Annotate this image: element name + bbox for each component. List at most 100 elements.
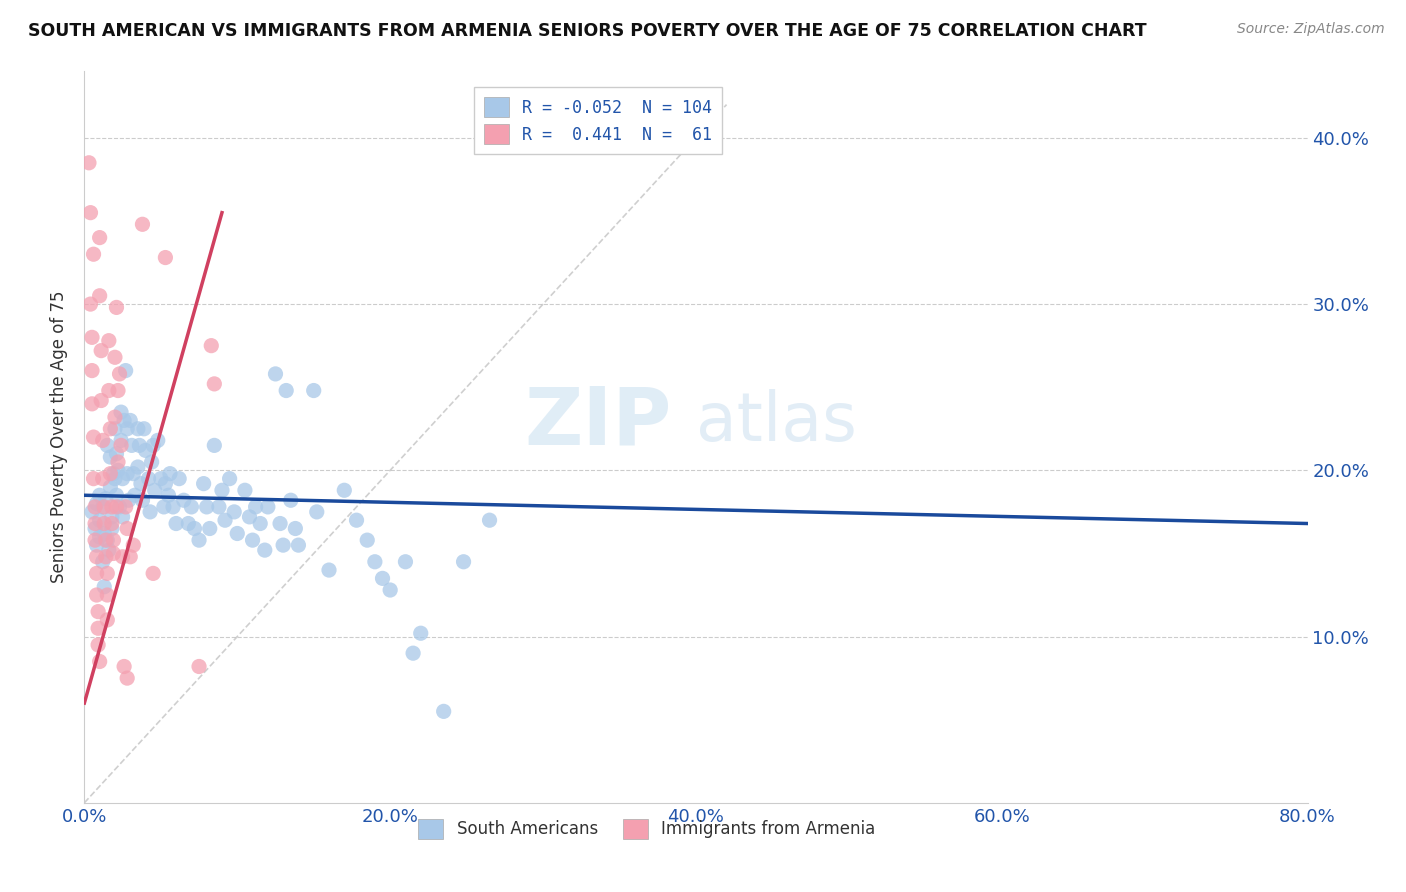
Point xyxy=(104,472,127,486)
Point xyxy=(302,384,325,398)
Point xyxy=(120,549,142,564)
Point xyxy=(112,659,135,673)
Text: ZIP: ZIP xyxy=(524,384,672,461)
Point xyxy=(202,438,225,452)
Point xyxy=(87,638,110,652)
Point xyxy=(198,521,221,535)
Point xyxy=(97,334,120,348)
Point xyxy=(211,483,233,498)
Point xyxy=(180,500,202,514)
Point xyxy=(90,343,112,358)
Point xyxy=(89,289,111,303)
Point xyxy=(162,500,184,514)
Point xyxy=(346,513,368,527)
Point xyxy=(98,422,121,436)
Point xyxy=(90,393,112,408)
Point xyxy=(98,467,121,481)
Point xyxy=(121,438,143,452)
Point xyxy=(129,476,152,491)
Point xyxy=(91,434,114,448)
Point xyxy=(173,493,195,508)
Text: Source: ZipAtlas.com: Source: ZipAtlas.com xyxy=(1237,22,1385,37)
Point xyxy=(89,488,111,502)
Point xyxy=(120,413,142,427)
Point xyxy=(93,500,115,514)
Point xyxy=(93,526,115,541)
Point xyxy=(108,500,131,514)
Point xyxy=(80,363,103,377)
Point xyxy=(264,367,287,381)
Text: atlas: atlas xyxy=(696,390,856,456)
Point xyxy=(94,533,117,548)
Point xyxy=(276,384,298,398)
Point xyxy=(104,422,127,436)
Point xyxy=(188,659,211,673)
Point xyxy=(356,533,378,548)
Point xyxy=(271,538,294,552)
Point xyxy=(257,500,280,514)
Point xyxy=(453,555,475,569)
Point xyxy=(89,230,111,244)
Point xyxy=(305,505,328,519)
Point xyxy=(97,384,120,398)
Point xyxy=(127,460,149,475)
Point xyxy=(371,571,394,585)
Point xyxy=(110,434,132,448)
Point xyxy=(142,566,165,581)
Point xyxy=(269,516,291,531)
Point xyxy=(93,516,115,531)
Point xyxy=(105,500,128,514)
Point xyxy=(127,422,149,436)
Point xyxy=(433,705,456,719)
Point xyxy=(233,483,256,498)
Point xyxy=(238,509,260,524)
Point xyxy=(108,367,131,381)
Point xyxy=(128,438,150,452)
Point xyxy=(91,555,114,569)
Point xyxy=(111,472,134,486)
Point xyxy=(84,516,107,531)
Point xyxy=(131,217,153,231)
Point xyxy=(105,447,128,461)
Point xyxy=(89,513,111,527)
Point xyxy=(208,500,231,514)
Point xyxy=(242,533,264,548)
Point xyxy=(110,405,132,419)
Point xyxy=(167,472,190,486)
Point xyxy=(149,472,172,486)
Point xyxy=(79,205,101,219)
Point xyxy=(111,509,134,524)
Point xyxy=(86,566,108,581)
Point xyxy=(107,384,129,398)
Point xyxy=(333,483,356,498)
Point xyxy=(97,543,120,558)
Point xyxy=(86,497,108,511)
Point xyxy=(478,513,501,527)
Point xyxy=(214,513,236,527)
Point xyxy=(93,580,115,594)
Point xyxy=(86,538,108,552)
Point xyxy=(96,588,118,602)
Point xyxy=(86,588,108,602)
Point xyxy=(84,533,107,548)
Point xyxy=(104,410,127,425)
Point xyxy=(402,646,425,660)
Point xyxy=(103,546,125,560)
Point xyxy=(218,472,240,486)
Point xyxy=(115,671,138,685)
Point xyxy=(195,500,218,514)
Point xyxy=(318,563,340,577)
Point xyxy=(139,505,162,519)
Point xyxy=(131,493,153,508)
Point xyxy=(101,521,124,535)
Legend: South Americans, Immigrants from Armenia: South Americans, Immigrants from Armenia xyxy=(412,812,883,846)
Point xyxy=(83,247,105,261)
Point xyxy=(80,330,103,344)
Point xyxy=(138,472,160,486)
Point xyxy=(280,493,302,508)
Point xyxy=(115,422,138,436)
Point xyxy=(245,500,267,514)
Point xyxy=(107,463,129,477)
Point xyxy=(143,483,166,498)
Point xyxy=(249,516,271,531)
